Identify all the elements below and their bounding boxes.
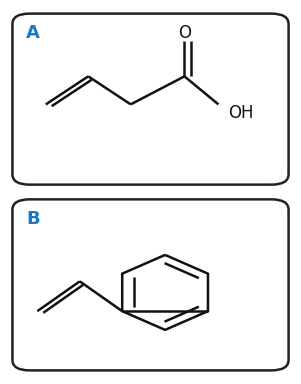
- Text: B: B: [26, 210, 40, 228]
- Text: O: O: [178, 23, 191, 41]
- FancyBboxPatch shape: [12, 13, 289, 185]
- Text: A: A: [26, 24, 40, 42]
- FancyBboxPatch shape: [12, 199, 289, 371]
- Text: OH: OH: [228, 104, 254, 122]
